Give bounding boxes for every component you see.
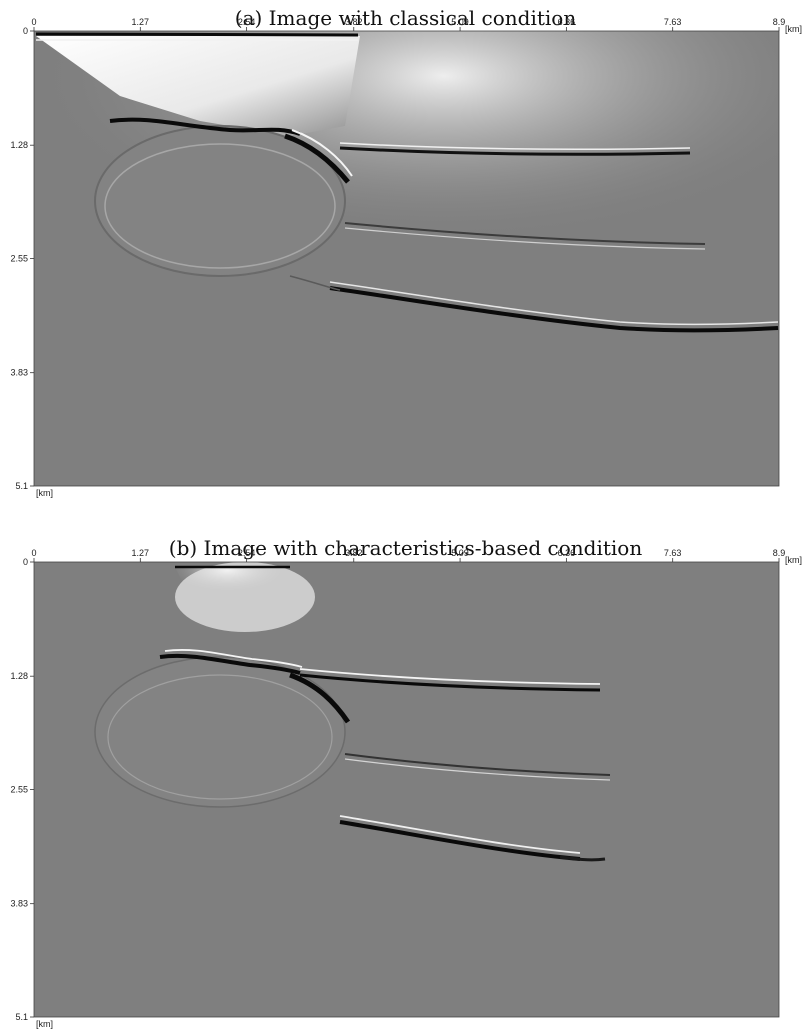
panel-a-x-tick-label: 6.36 xyxy=(558,17,576,27)
panel-a-x-tick-label: 8.9 xyxy=(773,17,786,27)
panel-b-reflector-2 xyxy=(344,753,611,776)
panel-a-y-tick-label: 5.1 xyxy=(15,481,28,491)
panel-b-reflector-1 xyxy=(299,673,601,692)
panel-b-y-axis: 0 1.28 2.55 3.83 5.1 [km] xyxy=(10,557,53,1029)
panel-b-x-tick-label: 7.63 xyxy=(664,548,682,558)
panel-a-y-tick-label: 1.28 xyxy=(10,140,28,150)
panel-b-y-tick-label: 2.55 xyxy=(10,785,28,795)
panel-b-reflector-salt-flank xyxy=(289,672,351,724)
panel-b-reflector-3 xyxy=(339,820,581,861)
panel-a-x-tick-label: 1.27 xyxy=(132,17,150,27)
panel-a-y-axis: 0 1.28 2.55 3.83 5.1 [km] xyxy=(10,26,53,498)
panel-a-bright-wedge xyxy=(36,36,360,136)
panel-a-x-unit: [km] xyxy=(785,24,802,34)
panel-a-title: (a) Image with classical condition xyxy=(234,6,577,30)
panel-b-y-tick-label: 0 xyxy=(23,557,28,567)
panel-b-salt-body xyxy=(94,656,346,808)
panel-a-reflector-1 xyxy=(339,146,691,156)
panel-a-y-tick-label: 3.83 xyxy=(10,368,28,378)
panel-a-y-tick-label: 0 xyxy=(23,26,28,36)
panel-b-x-tick-label: 0 xyxy=(31,548,36,558)
panel-b-reflector-salt-top xyxy=(159,653,301,675)
panel-b-x-tick-label: 8.9 xyxy=(773,548,786,558)
panel-a-x-tick-label: 7.63 xyxy=(664,17,682,27)
panel-a-reflector-top xyxy=(35,32,359,37)
panel-a-image: 0 1.27 2.54 3.82 5.09 6.36 7.63 8.9[km] 01.282.… xyxy=(10,17,802,498)
panel-a-reflector-salt-top xyxy=(109,117,301,136)
panel-a-salt-body xyxy=(94,125,346,277)
panel-b-y-tick-label: 1.28 xyxy=(10,671,28,681)
panel-b-x-axis: 0 1.27 2.54 3.82 5.09 6.36 7.63 8.9[km] xyxy=(31,548,802,565)
panel-a-reflector-2 xyxy=(344,222,706,245)
panel-b-image: 0 1.27 2.54 3.82 5.09 6.36 7.63 8.9[km] 01.282.… xyxy=(10,548,802,1029)
panel-b-x-tick-label: 3.82 xyxy=(345,548,363,558)
panel-a-x-tick-label: 3.82 xyxy=(345,17,363,27)
panel-a-reflector-salt-flank xyxy=(284,133,350,184)
panel-a-x-tick-label: 0 xyxy=(31,17,36,27)
panel-a-x-tick-label: 5.09 xyxy=(451,17,469,27)
panel-b-y-tick-label: 3.83 xyxy=(10,899,28,909)
panel-a-x-tick-label: 2.54 xyxy=(238,17,256,27)
panel-a-y-unit: [km] xyxy=(36,488,53,498)
panel-b-y-unit: [km] xyxy=(36,1019,53,1029)
panel-b-x-tick-label: 2.54 xyxy=(238,548,256,558)
panel-a: (a) Image with classical condition xyxy=(0,0,811,500)
panel-b-x-tick-label: 1.27 xyxy=(132,548,150,558)
panel-b-y-tick-label: 5.1 xyxy=(15,1012,28,1022)
panel-a-reflector-3 xyxy=(329,286,779,333)
panel-a-x-axis: 0 1.27 2.54 3.82 5.09 6.36 7.63 8.9[km] xyxy=(31,17,802,34)
panel-b-x-tick-label: 6.36 xyxy=(558,548,576,558)
panel-b-x-unit: [km] xyxy=(785,555,802,565)
panel-b: (b) Image with characteristics-based con… xyxy=(0,500,811,1029)
panel-b-title: (b) Image with characteristics-based con… xyxy=(168,536,643,560)
panel-a-y-tick-label: 2.55 xyxy=(10,254,28,264)
panel-b-x-tick-label: 5.09 xyxy=(451,548,469,558)
